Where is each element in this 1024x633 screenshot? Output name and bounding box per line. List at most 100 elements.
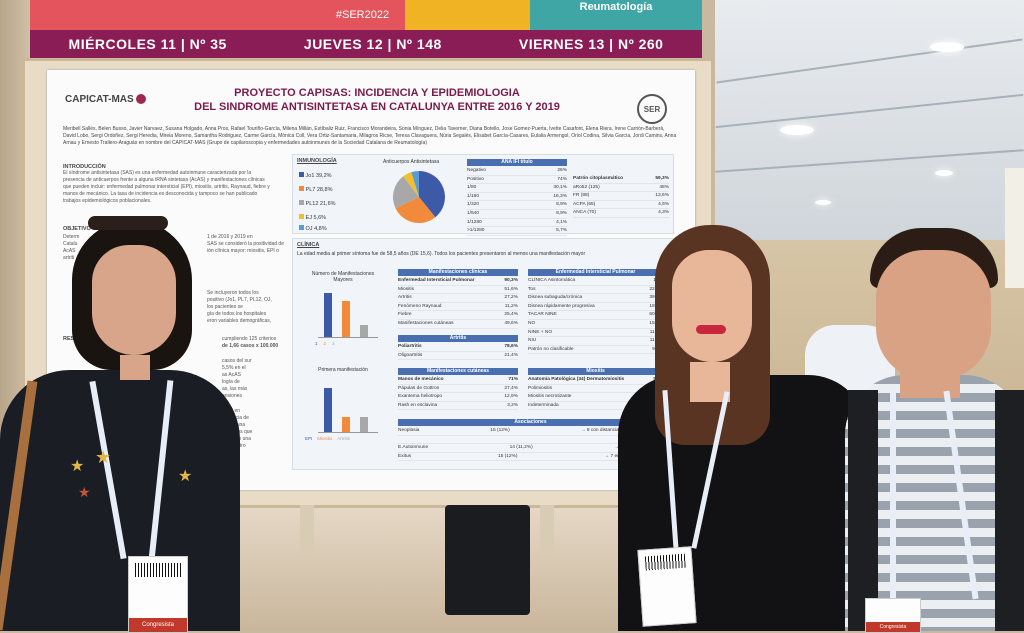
pie-legend-pl7: PL7 28,8% [299,183,336,197]
table-row: Enfermedad Intersticial Pulmonar 90,3% [398,277,518,286]
chart-bar [360,417,368,432]
ceiling [715,0,1024,240]
table-cell: Tos [528,286,536,292]
table-cell: Miositis necrotizante [528,394,572,400]
person-middle-lips [696,325,726,334]
table-cell: 4,1% [556,219,567,225]
table-cell: NO [528,320,536,326]
table-cell: 1/640 [467,210,480,216]
table-cell: 16,3% [553,193,567,199]
table-cell: 49,6% [504,320,518,326]
assoc-table-header: Asociaciones [398,419,663,426]
badge-left-label: Congresista [129,618,187,632]
table-cell: 3,2% [507,402,518,408]
table-row: Exantema heliotropo 12,9% [398,393,518,402]
table-row: Manifestaciones cutáneas 49,6% [398,320,518,329]
pie-legend-ej: EJ 5,6% [299,211,336,225]
table-row: Poliartritis 78,6% [398,343,518,352]
table-cell: TACAR NINE [528,312,557,318]
pie-slice-ej [403,172,419,197]
side-sign [1005,168,1024,288]
table-cell: Artritis [398,295,412,301]
table-cell: 1/160 [467,193,480,199]
chart-bar [360,324,368,337]
ana-table: Negativo 26% Positivo 74% 1/80 30,1% 1/160 16,3… [467,167,567,236]
table-cell: 51,6% [504,286,518,292]
methods-text: Se incluyeron todos los positivo (Jo1, P… [207,290,272,325]
pie-slice-jo1 [419,171,445,218]
banner-org: Reumatología [530,0,702,30]
table-row: NO15,3% [528,320,663,329]
person-right-neck [900,368,960,398]
chart-bar [342,300,350,337]
star-icon: ★ [70,458,85,475]
table-cell: 5,7% [556,228,567,234]
pie-legend-swatch [299,214,304,219]
ana-table-header: ANA IFI título [467,159,567,166]
table-cell: 8,9% [556,202,567,208]
table-row: Rash en esclavina 3,2% [398,402,518,411]
table-cell: Patrón no clasificable [528,346,574,352]
epi-table-header: Enfermedad Intersticial Pulmonar [528,269,663,276]
table-row: Anatomía Patológica (34) Dermatomiositis… [528,376,663,385]
objective-text-right: 1 de 2016 y 2019 en SAS se consideró la … [207,234,284,255]
objective-fragment: ión clínica mayor: miositis, EPI o [207,248,279,254]
pie-legend-label: OJ [305,226,313,232]
table-row: 1/640 8,9% [467,210,567,219]
table-cell: Anatomía Patológica (34) Dermatomiositis [528,377,625,382]
table-row: Indeterminada [528,402,663,411]
table-cell: NINE + NO [528,329,553,335]
table-cell: 8,9% [556,210,567,216]
pie-legend-label: EJ [305,215,312,221]
table-row: 1/80 30,1% [467,184,567,193]
pie-legend-label: PL7 [305,187,316,193]
table-cell: Oligoartritis [398,352,423,358]
barcode-icon [644,553,686,571]
table-cell: 13,6% [655,193,669,199]
methods-fragment: gía de todos los hospitales [207,311,267,317]
table-row: Disnea rápidamente progresiva18,8% [528,303,663,312]
table-cell: 1/1280 [467,219,482,225]
pie-title: Anticuerpos Antisintetasa [383,159,440,165]
pie-legend-value: 28,8% [316,187,333,193]
clinic-heading: CLÍNICA [297,242,320,248]
table-cell: 90,3% [504,278,518,283]
cut-table-header: Manifestaciones cutáneas [398,368,518,375]
objective-fragment: Determ [63,234,80,240]
table-cell: Rash en esclavina [398,402,438,408]
results-fragment: de 1,66 casos x 100.000 [222,343,279,349]
table-cell: Disnea rápidamente progresiva [528,303,595,309]
table-cell: 4,3% [658,210,669,216]
objective-fragment: SAS se consideró la positividad de [207,241,284,247]
table-row: ANCA (70) 4,3% [573,209,669,218]
table-cell: 21,4% [504,352,518,358]
table-cell: FR (88) [573,193,590,199]
methods-fragment: eron variables demográficas, [207,318,272,324]
banner-day-2: JUEVES 12 | Nº 148 [303,36,442,52]
objective-text: Determ Catalu AcAS artriti [63,234,79,262]
pie-legend-oj: OJ 4,8% [299,225,327,232]
table-row: Tos22,3% [528,286,663,295]
badge-left: Congresista [128,556,188,633]
table-cell: 30,1% [553,185,567,191]
table-cell: 14 (11,2%) [509,445,533,451]
objective-fragment: AcAS [63,248,76,254]
methods-fragment: los pacientes se [207,304,243,310]
table-cell: Patrón citoplasmático [573,176,624,181]
chart-bar [324,388,332,432]
chart2-legend: EPI Miositis Artritis [305,436,350,441]
pie-slice-oj [411,171,419,197]
person-left-body [0,370,240,631]
table-cell: Manos de mecánico [398,377,444,382]
person-left-face [92,245,176,355]
chart1-plot [318,289,378,338]
chart1-legend: 1 2 3 [315,341,335,346]
pie-legend-label: Jo1 [305,173,315,179]
banner-day-3: VIERNES 13 | Nº 260 [518,36,664,52]
table-row: aRo52 (125) 48% [573,184,669,193]
table-cell: Neoplasia [398,428,420,433]
chart2-legend-item: Miositis [317,436,333,441]
poster-title: PROYECTO CAPISAS: INCIDENCIA Y EPIDEMIOL… [177,86,577,114]
table-row: Patrón citoplasmático 59,3% [573,175,669,184]
table-cell: aRo52 (125) [573,184,600,190]
